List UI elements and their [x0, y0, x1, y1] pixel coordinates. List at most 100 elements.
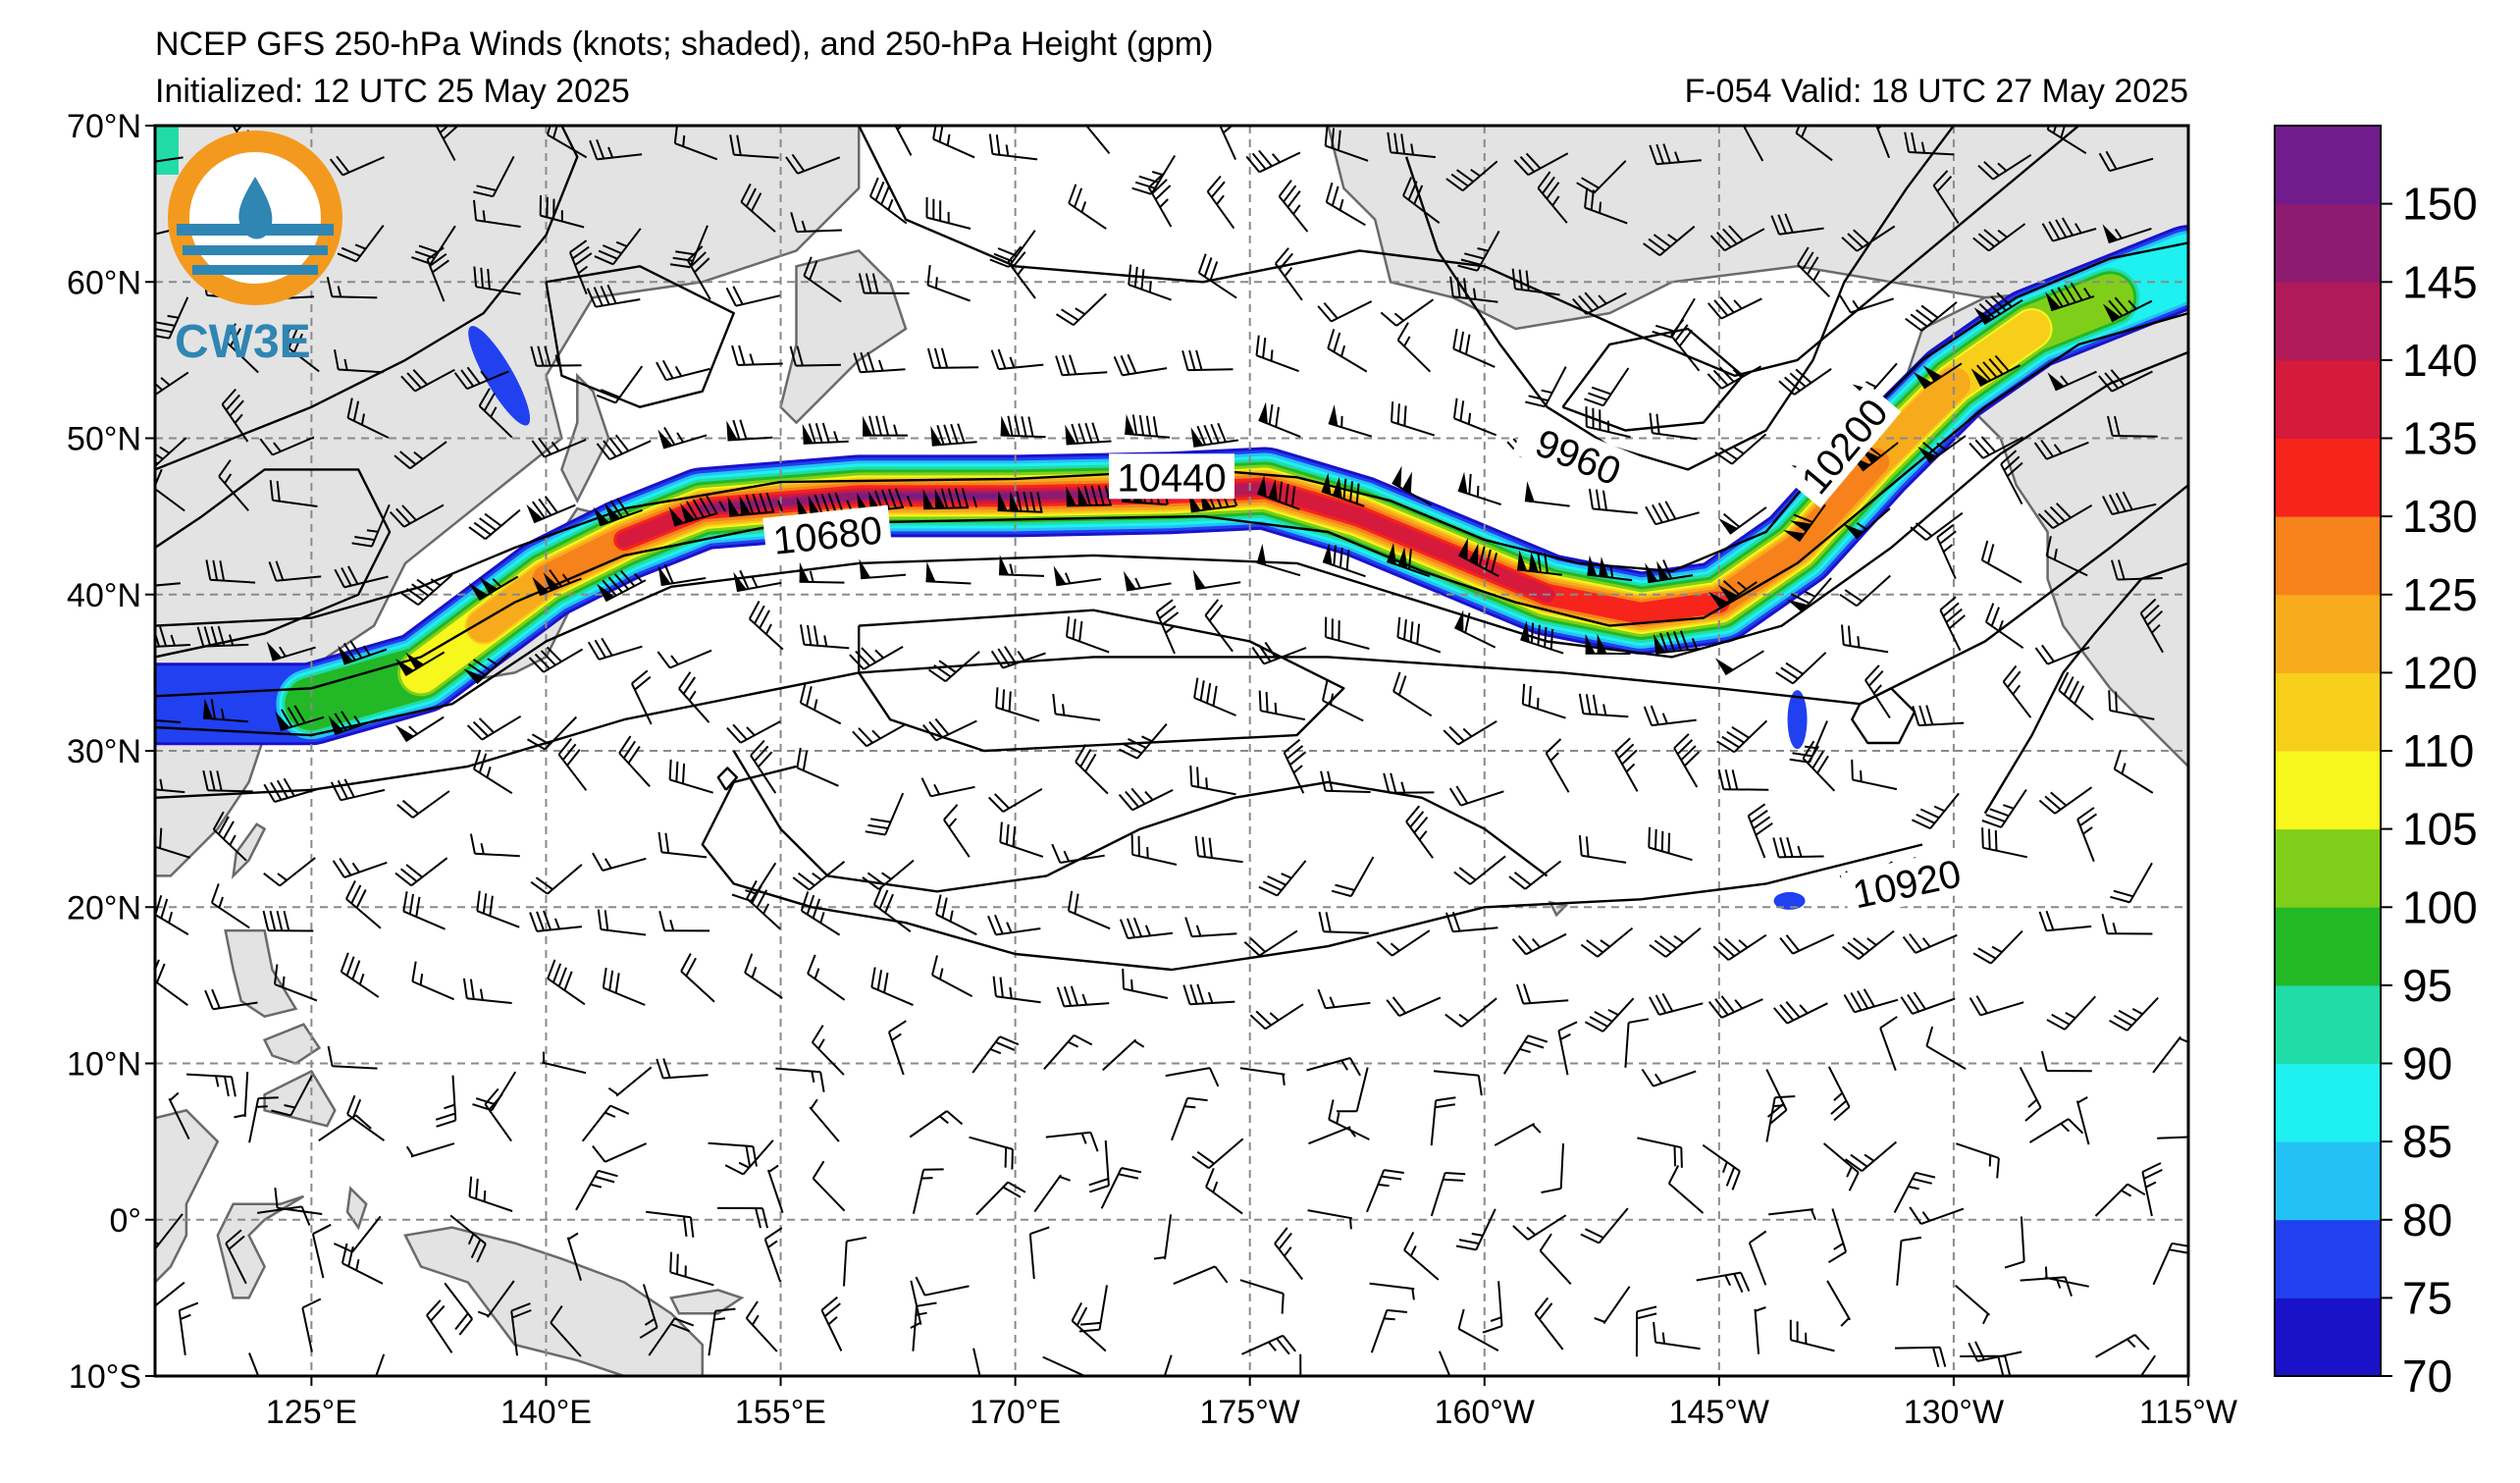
- barb-full: [1977, 947, 1997, 960]
- barb-half: [604, 1111, 616, 1118]
- barb-full: [401, 799, 419, 815]
- barb-full: [736, 134, 742, 156]
- barb-half: [906, 496, 913, 507]
- barb-full: [2202, 1137, 2208, 1156]
- barb-staff: [1602, 1286, 1631, 1325]
- barb-full: [1451, 911, 1461, 932]
- barb-staff: [1370, 1309, 1389, 1353]
- barb-full: [865, 830, 886, 836]
- barb-half: [1908, 1185, 1919, 1191]
- barb-full: [1925, 705, 1934, 725]
- barb-flag: [1524, 481, 1535, 503]
- barb-full: [597, 909, 603, 930]
- barb-full: [947, 488, 956, 508]
- barb-staff: [1241, 1334, 1284, 1355]
- barb-staff: [740, 201, 776, 233]
- wind-barb: [1171, 1096, 1208, 1141]
- barb-full: [1435, 1103, 1455, 1109]
- wind-barb: [539, 194, 585, 229]
- wind-barb: [1118, 787, 1174, 812]
- barb-staff: [1350, 856, 1375, 897]
- barb-full: [476, 1243, 487, 1263]
- barb-full: [1435, 1096, 1456, 1102]
- barb-half: [809, 570, 814, 583]
- barb-full: [940, 347, 949, 368]
- barb-staff: [1559, 1143, 1564, 1190]
- wind-barb: [1066, 485, 1112, 507]
- barb-full: [1209, 261, 1219, 282]
- barb-full: [1584, 186, 1589, 208]
- colorbar-bin-2: [2275, 1141, 2381, 1221]
- barb-full: [347, 565, 359, 585]
- barb-staff: [1306, 1057, 1351, 1072]
- barb-full: [1443, 1178, 1464, 1182]
- wind-barb: [1718, 506, 1767, 535]
- barb-staff: [744, 972, 783, 999]
- barb-full: [212, 559, 219, 581]
- barb-full: [1444, 1013, 1462, 1028]
- wind-barb: [186, 1073, 236, 1097]
- barb-full: [394, 454, 411, 470]
- barb-full: [1281, 1293, 1285, 1314]
- lon-label: 145°W: [1669, 1394, 1769, 1431]
- barb-half: [1348, 1217, 1352, 1230]
- barb-full: [341, 711, 353, 729]
- wind-barb: [248, 1096, 279, 1143]
- barb-flag: [680, 503, 696, 523]
- barb-full: [473, 190, 494, 198]
- barb-flag: [1790, 520, 1811, 532]
- barb-full: [1278, 180, 1292, 197]
- barb-full: [1068, 184, 1077, 204]
- barb-staff: [1325, 144, 1369, 162]
- wind-barb: [402, 891, 446, 930]
- wind-barb: [943, 804, 971, 858]
- barb-full: [236, 126, 243, 132]
- barb-full: [473, 659, 492, 672]
- barb-full: [596, 138, 605, 159]
- barb-flag: [532, 576, 550, 596]
- wind-barb: [345, 879, 382, 929]
- barb-half: [413, 450, 424, 460]
- wind-barb: [566, 1232, 582, 1281]
- barb-staff: [1068, 910, 1111, 930]
- barb-half: [220, 708, 225, 720]
- barb-full: [1014, 415, 1021, 437]
- barb-staff: [544, 715, 578, 751]
- barb-half: [2121, 1190, 2132, 1197]
- barb-full: [2002, 664, 2018, 683]
- wind-barb: [1826, 1280, 1852, 1327]
- barb-full: [1148, 173, 1165, 188]
- wind-barb: [853, 351, 906, 374]
- barb-full: [466, 366, 481, 385]
- wind-barb: [1274, 1227, 1303, 1281]
- barb-full: [887, 489, 897, 509]
- barb-staff: [1123, 987, 1169, 999]
- wind-barb: [2098, 369, 2153, 393]
- barb-full: [400, 375, 416, 393]
- barb-full: [2050, 791, 2068, 807]
- wind-barb: [1457, 1308, 1499, 1351]
- wind-barb: [1241, 1334, 1296, 1355]
- barb-staff: [581, 1104, 611, 1142]
- barb-full: [1444, 1172, 1466, 1176]
- barb-full: [2055, 503, 2072, 519]
- barb-flag: [1654, 633, 1666, 654]
- barb-full: [1407, 181, 1418, 201]
- barb-full: [1584, 1228, 1604, 1240]
- barb-staff: [972, 1348, 981, 1376]
- barb-half: [282, 976, 286, 988]
- barb-half: [670, 655, 679, 665]
- wind-barb: [1370, 1308, 1408, 1353]
- barb-half: [1537, 697, 1540, 710]
- barb-staff: [1939, 609, 1962, 652]
- barb-half: [1470, 168, 1481, 178]
- barb-full: [729, 134, 735, 155]
- barb-full: [160, 898, 169, 919]
- barb-full: [217, 816, 230, 835]
- barb-full: [1801, 126, 1809, 138]
- barb-staff: [1602, 367, 1630, 406]
- wind-barb: [262, 910, 314, 932]
- initialized-time: Initialized: 12 UTC 25 May 2025: [155, 73, 630, 110]
- barb-half: [2082, 826, 2093, 835]
- barb-full: [1990, 295, 2007, 312]
